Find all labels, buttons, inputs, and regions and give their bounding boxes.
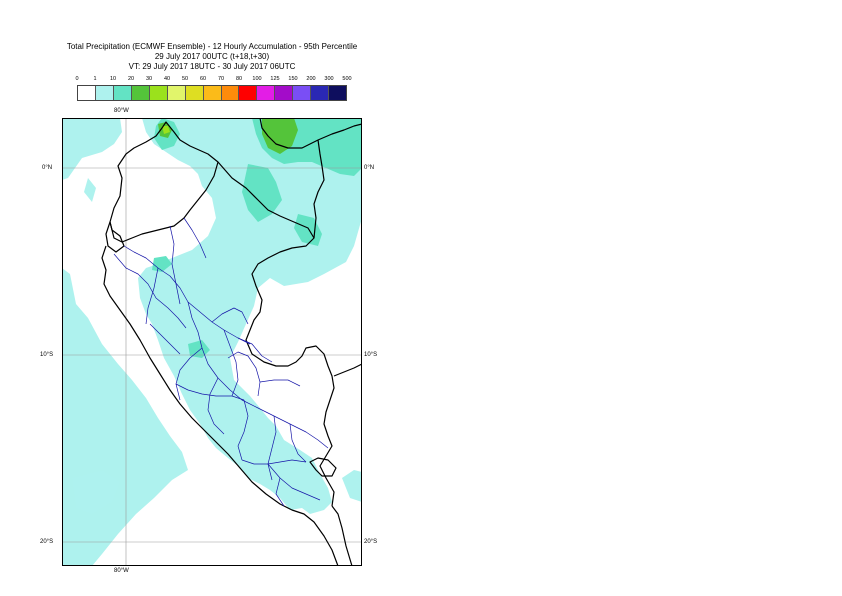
legend-tick-label: 100 bbox=[252, 76, 262, 82]
lat-label-10s-right: 10°S bbox=[364, 352, 378, 358]
legend-color-box bbox=[95, 86, 114, 100]
color-legend: 0 1 10 20 30 40 50 60 70 80 100 125 150 200 300 500 bbox=[75, 76, 352, 101]
legend-color-box bbox=[275, 86, 294, 100]
legend-tick-label: 80 bbox=[235, 76, 243, 82]
lat-label-0n-left: 0°N bbox=[42, 165, 53, 171]
lat-label-10s-left: 10°S bbox=[40, 352, 54, 358]
lat-label-0n-right: 0°N bbox=[364, 165, 375, 171]
legend-color-box bbox=[221, 86, 240, 100]
lon-label-bottom: 80°W bbox=[114, 568, 129, 574]
legend-tick-label: 500 bbox=[342, 76, 352, 82]
legend-tick-label: 20 bbox=[127, 76, 135, 82]
lat-label-20s-left: 20°S bbox=[40, 539, 54, 545]
legend-color-box bbox=[113, 86, 132, 100]
legend-color-box bbox=[131, 86, 150, 100]
legend-color-box bbox=[185, 86, 204, 100]
legend-tick-label: 60 bbox=[199, 76, 207, 82]
legend-tick-label: 1 bbox=[93, 76, 97, 82]
precipitation-map bbox=[62, 118, 362, 566]
map-frame bbox=[62, 118, 362, 566]
legend-color-box bbox=[329, 86, 347, 100]
legend-color-box bbox=[203, 86, 222, 100]
coastline bbox=[101, 118, 362, 566]
lon-label-top: 80°W bbox=[114, 108, 129, 114]
legend-tick-label: 50 bbox=[181, 76, 189, 82]
legend-tick-label: 10 bbox=[109, 76, 117, 82]
lat-label-20s-right: 20°S bbox=[364, 539, 378, 545]
title-line-1: Total Precipitation (ECMWF Ensemble) - 1… bbox=[66, 42, 358, 51]
legend-tick-label: 125 bbox=[270, 76, 280, 82]
legend-tick-label: 200 bbox=[306, 76, 316, 82]
admin-boundaries bbox=[113, 217, 329, 507]
legend-color-box bbox=[293, 86, 312, 100]
legend-tick-labels: 0 1 10 20 30 40 50 60 70 80 100 125 150 200 300 500 bbox=[75, 76, 351, 85]
legend-color-box bbox=[149, 86, 168, 100]
precip-yellowgreen-area bbox=[162, 126, 170, 134]
legend-color-box bbox=[257, 86, 276, 100]
legend-tick-label: 30 bbox=[145, 76, 153, 82]
legend-color-box bbox=[78, 86, 96, 100]
legend-color-bar bbox=[77, 85, 347, 101]
map-title: Total Precipitation (ECMWF Ensemble) - 1… bbox=[0, 42, 424, 72]
legend-color-box bbox=[167, 86, 186, 100]
legend-tick-label: 70 bbox=[217, 76, 225, 82]
legend-tick-label: 0 bbox=[75, 76, 79, 82]
legend-color-box bbox=[311, 86, 330, 100]
legend-color-box bbox=[239, 86, 258, 100]
legend-tick-label: 150 bbox=[288, 76, 298, 82]
legend-tick-label: 40 bbox=[163, 76, 171, 82]
title-line-2: 29 July 2017 00UTC (t+18,t+30) bbox=[154, 52, 270, 61]
graticule bbox=[62, 118, 362, 566]
legend-tick-label: 300 bbox=[324, 76, 334, 82]
title-line-3: VT: 29 July 2017 18UTC - 30 July 2017 06… bbox=[128, 62, 296, 71]
map-panel: 80°W 80°W 0°N 0°N 10°S 10°S 20°S 20°S bbox=[40, 108, 377, 574]
